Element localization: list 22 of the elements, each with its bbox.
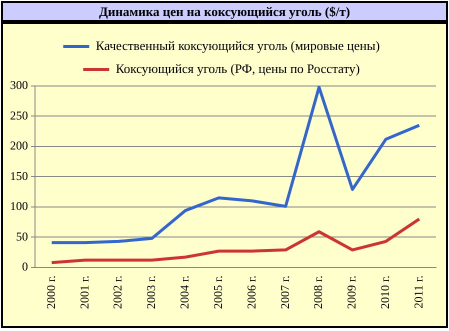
x-tick-label: 2005 г.: [210, 275, 225, 310]
x-tick-label: 2007 г.: [278, 275, 292, 310]
y-tick-label: 50: [16, 229, 28, 244]
x-tick-label: 2002 г.: [110, 275, 125, 310]
legend-label: Коксующийся уголь (РФ, цены по Росстату): [116, 60, 360, 76]
chart-title: Динамика цен на коксующийся уголь ($/т): [1, 1, 448, 22]
y-tick-label: 150: [10, 168, 28, 183]
x-tick-label: 2009 г.: [344, 275, 359, 310]
x-tick-label: 2008 г.: [311, 275, 326, 310]
legend-label: Качественный коксующийся уголь (мировые цены): [96, 38, 380, 53]
x-tick-label: 2010 г.: [378, 275, 392, 310]
y-tick-label: 250: [10, 108, 28, 122]
x-tick-label: 2006 г.: [244, 275, 258, 310]
y-tick-label: 200: [10, 138, 28, 153]
y-tick-label: 100: [10, 199, 28, 214]
x-tick-label: 2001 г.: [77, 275, 92, 310]
y-tick-label: 0: [22, 260, 28, 274]
y-tick-label: 300: [10, 78, 28, 92]
x-tick-label: 2003 г.: [144, 275, 158, 310]
x-tick-label: 2000 г.: [44, 275, 58, 310]
x-tick-label: 2011 г.: [411, 275, 426, 309]
x-tick-label: 2004 г.: [178, 275, 192, 310]
